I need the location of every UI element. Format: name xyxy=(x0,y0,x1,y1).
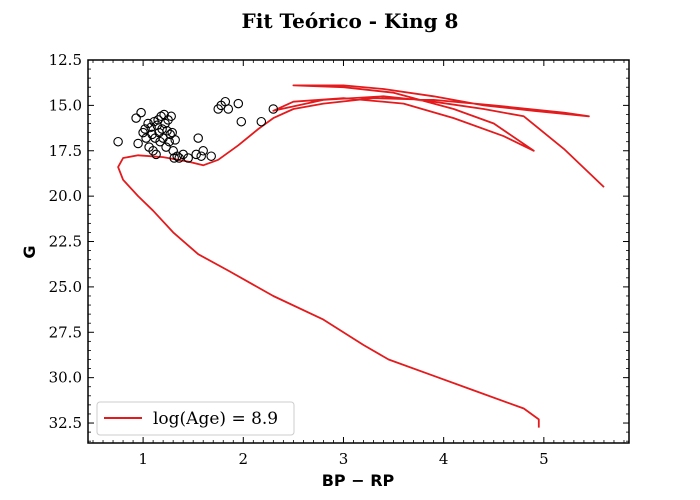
y-tick-label: 27.5 xyxy=(49,323,82,341)
star-point xyxy=(166,111,176,122)
x-tick-label: 3 xyxy=(339,450,349,468)
isochrone-line xyxy=(117,84,605,428)
star-point xyxy=(165,129,175,140)
x-tick-label: 2 xyxy=(239,450,249,468)
plot-frame xyxy=(87,59,630,444)
star-point xyxy=(136,107,146,118)
star-point xyxy=(256,116,267,127)
star-point xyxy=(131,113,141,123)
star-point xyxy=(223,104,234,114)
x-axis-label: BP − RP xyxy=(322,471,395,490)
star-point xyxy=(170,135,180,145)
chart-title: Fit Teórico - King 8 xyxy=(242,9,459,33)
y-axis-label: G xyxy=(20,245,39,258)
star-point xyxy=(196,151,206,161)
y-tick-label: 22.5 xyxy=(49,233,82,251)
y-tick-label: 15.0 xyxy=(49,96,82,114)
star-point xyxy=(172,151,182,161)
y-tick-label: 25.0 xyxy=(49,278,82,296)
star-point xyxy=(233,98,244,109)
star-point xyxy=(236,116,247,127)
star-point xyxy=(193,133,203,143)
star-point xyxy=(157,124,167,134)
x-tick-label: 4 xyxy=(439,450,449,468)
star-point xyxy=(178,149,188,160)
y-tick-label: 30.0 xyxy=(49,369,82,387)
star-point xyxy=(169,153,179,163)
star-point xyxy=(164,136,174,147)
legend-label: log(Age) = 8.9 xyxy=(153,409,278,429)
star-point xyxy=(206,151,216,161)
x-tick-label: 5 xyxy=(539,450,549,468)
legend: log(Age) = 8.9 xyxy=(96,401,295,436)
star-point xyxy=(162,126,172,136)
x-tick-label: 1 xyxy=(138,450,148,468)
star-point xyxy=(133,138,143,149)
star-point xyxy=(146,122,156,132)
star-point xyxy=(113,136,123,147)
y-tick-label: 32.5 xyxy=(49,414,82,432)
star-point xyxy=(140,124,150,134)
legend-box xyxy=(96,401,295,436)
star-point xyxy=(183,153,193,163)
star-point xyxy=(151,149,161,160)
star-point xyxy=(268,104,279,114)
star-point xyxy=(198,146,208,156)
y-tick-label: 17.5 xyxy=(49,142,82,160)
y-tick-label: 12.5 xyxy=(49,51,82,69)
y-tick-label: 20.0 xyxy=(49,187,82,205)
